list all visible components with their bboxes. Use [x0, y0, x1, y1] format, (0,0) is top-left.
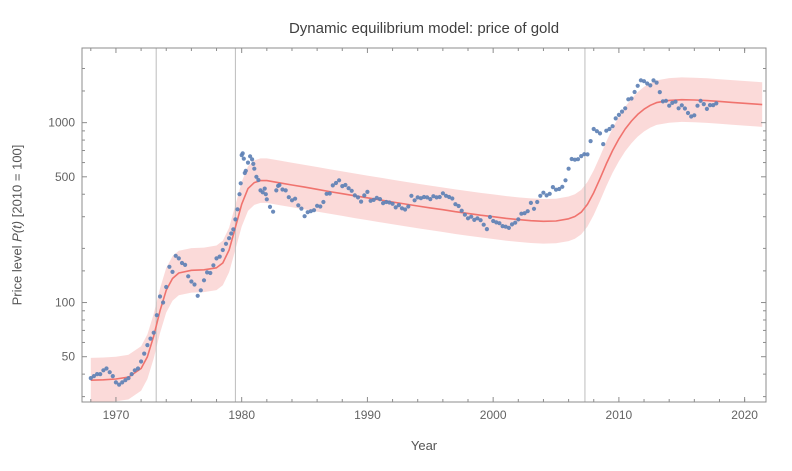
x-axis-label: Year — [410, 438, 438, 453]
model-line — [90, 98, 763, 381]
tick-labels: 1970 1980 1990 2000 2010 2020 50 100 500 1000 — [48, 116, 758, 422]
svg-text:1970: 1970 — [103, 408, 130, 422]
y-axis-label-prefix: Price level — [9, 241, 25, 306]
axis-ticks — [82, 48, 766, 402]
y-axis-label-suffix: [2010 = 100] — [9, 144, 25, 221]
plot-frame — [81, 47, 767, 403]
svg-text:1990: 1990 — [354, 408, 381, 422]
svg-text:50: 50 — [62, 350, 76, 364]
svg-text:1980: 1980 — [228, 408, 255, 422]
svg-text:1000: 1000 — [48, 116, 75, 130]
data-points — [88, 78, 719, 387]
chart-title: Dynamic equilibrium model: price of gold — [288, 20, 560, 37]
confidence-band — [90, 77, 763, 403]
svg-text:500: 500 — [55, 170, 75, 184]
y-axis-label: Price level P(t) [2010 = 100] — [10, 145, 25, 306]
svg-text:2020: 2020 — [731, 408, 758, 422]
y-axis-label-variable: P(t) — [9, 220, 25, 242]
svg-text:2000: 2000 — [480, 408, 507, 422]
svg-text:100: 100 — [55, 296, 75, 310]
svg-text:2010: 2010 — [606, 408, 633, 422]
